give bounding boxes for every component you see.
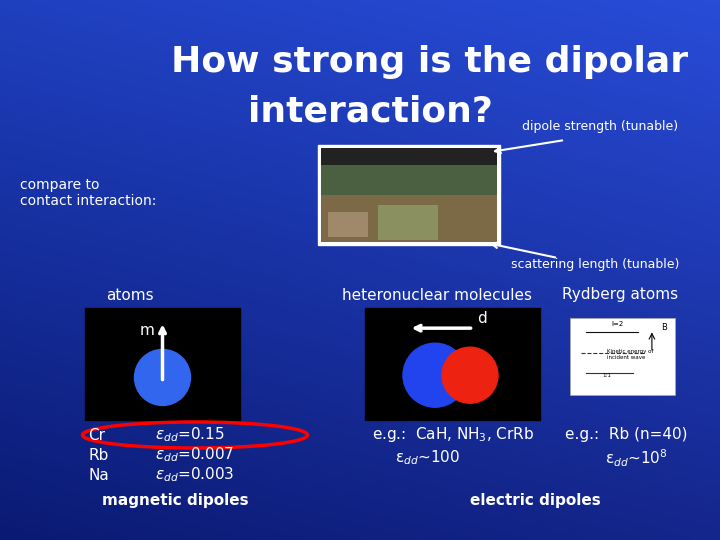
Text: scattering length (tunable): scattering length (tunable): [510, 258, 679, 271]
Text: Kinetic energy of
incident wave: Kinetic energy of incident wave: [607, 349, 653, 360]
Text: Rb: Rb: [88, 448, 109, 462]
Bar: [365, 308, 540, 420]
Bar: [85, 308, 240, 420]
Text: 1:1: 1:1: [603, 373, 611, 378]
Text: e.g.:  Rb (n=40): e.g.: Rb (n=40): [565, 428, 688, 442]
Text: e.g.:  CaH, NH$_3$, CrRb: e.g.: CaH, NH$_3$, CrRb: [372, 426, 534, 444]
Text: atoms: atoms: [106, 287, 154, 302]
Text: B: B: [662, 323, 667, 332]
Text: l=2: l=2: [611, 321, 624, 327]
Bar: [570, 318, 675, 395]
Text: heteronuclear molecules: heteronuclear molecules: [342, 287, 532, 302]
Text: dipole strength (tunable): dipole strength (tunable): [522, 120, 678, 133]
Text: ε$_{dd}$~100: ε$_{dd}$~100: [395, 449, 460, 467]
Text: $\varepsilon_{dd}$=0.007: $\varepsilon_{dd}$=0.007: [155, 446, 234, 464]
Bar: [328, 212, 368, 237]
Text: How strong is the dipolar: How strong is the dipolar: [171, 45, 688, 79]
Text: Na: Na: [88, 468, 109, 483]
Bar: [321, 148, 497, 242]
Text: $\varepsilon_{dd}$=0.15: $\varepsilon_{dd}$=0.15: [155, 426, 225, 444]
Circle shape: [442, 347, 498, 403]
Text: $\varepsilon_{dd}$=0.003: $\varepsilon_{dd}$=0.003: [155, 465, 235, 484]
Text: interaction?: interaction?: [248, 95, 492, 129]
Bar: [321, 148, 497, 195]
Circle shape: [135, 349, 191, 406]
Bar: [378, 205, 438, 240]
Circle shape: [403, 343, 467, 407]
Text: m: m: [140, 323, 155, 339]
Text: d: d: [477, 311, 487, 326]
Text: magnetic dipoles: magnetic dipoles: [102, 492, 248, 508]
Text: compare to
contact interaction:: compare to contact interaction:: [20, 178, 156, 208]
Text: ε$_{dd}$~10$^8$: ε$_{dd}$~10$^8$: [605, 447, 667, 469]
Bar: [321, 148, 497, 165]
Text: Cr: Cr: [88, 428, 105, 442]
Text: electric dipoles: electric dipoles: [469, 492, 600, 508]
Text: Rydberg atoms: Rydberg atoms: [562, 287, 678, 302]
Bar: [318, 145, 500, 245]
